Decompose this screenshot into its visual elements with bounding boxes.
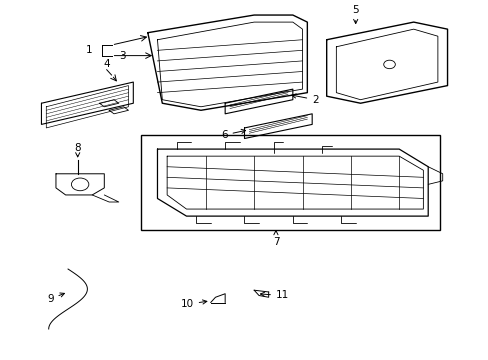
Polygon shape — [41, 82, 133, 125]
Text: 7: 7 — [272, 231, 279, 247]
Text: 4: 4 — [103, 59, 110, 69]
Polygon shape — [244, 114, 311, 139]
Polygon shape — [326, 22, 447, 103]
Text: 6: 6 — [221, 129, 245, 140]
Text: 5: 5 — [352, 5, 358, 23]
Polygon shape — [224, 89, 292, 114]
Text: 10: 10 — [180, 299, 206, 309]
Bar — [140, 135, 439, 230]
Text: 11: 11 — [260, 291, 288, 301]
Circle shape — [71, 178, 89, 191]
Text: 9: 9 — [47, 293, 64, 304]
Polygon shape — [157, 149, 427, 216]
Polygon shape — [147, 15, 307, 110]
Text: 2: 2 — [291, 94, 318, 105]
Circle shape — [383, 60, 394, 69]
Text: 8: 8 — [74, 143, 81, 157]
Polygon shape — [56, 174, 104, 195]
Text: 1: 1 — [85, 45, 92, 55]
Text: 3: 3 — [119, 51, 125, 60]
